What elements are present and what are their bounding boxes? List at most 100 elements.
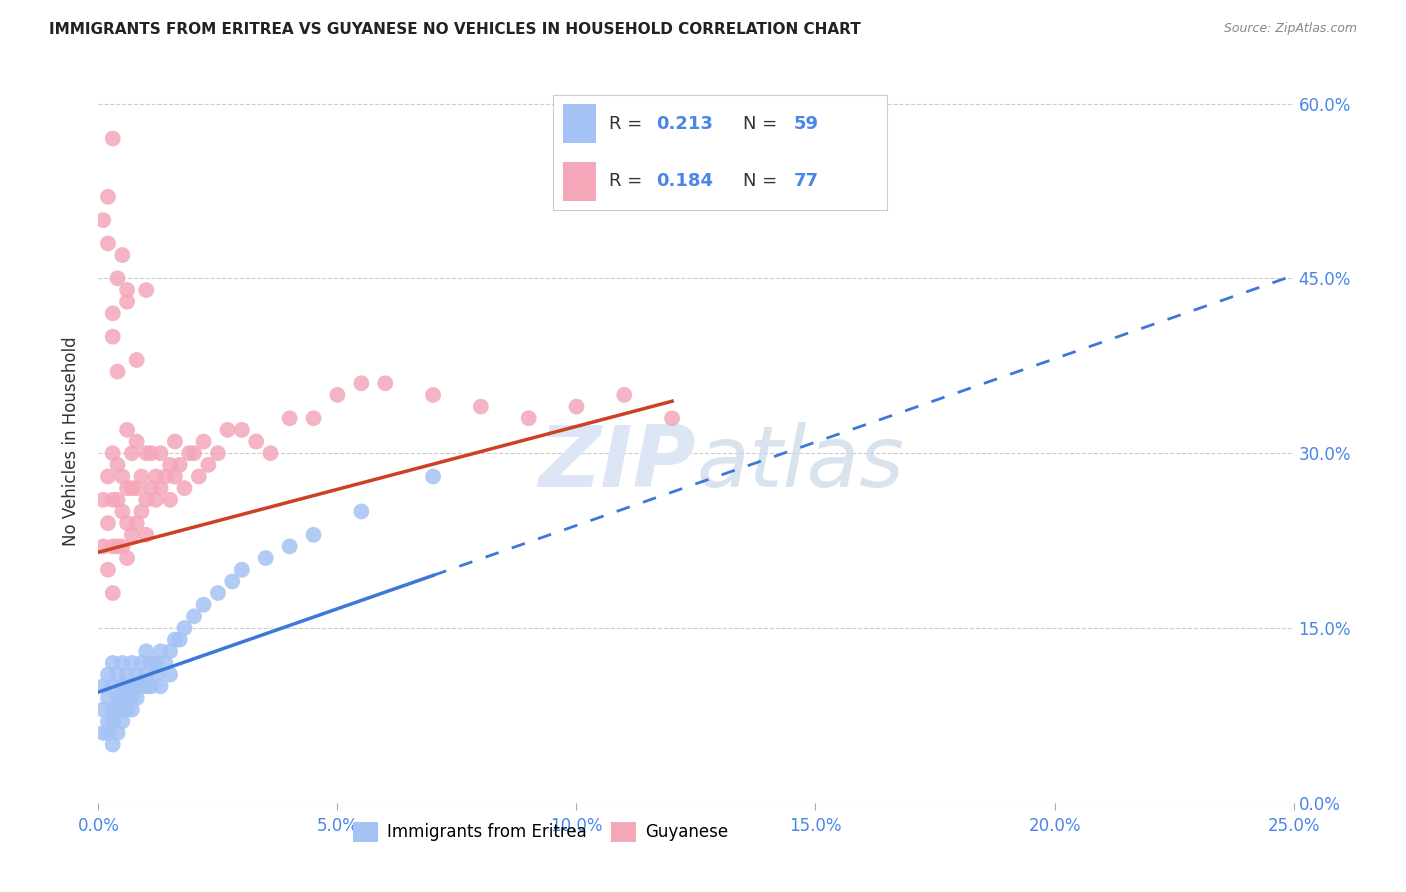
Point [183, 446, 205, 460]
Point [254, 551, 277, 566]
Point [139, 446, 162, 460]
Point [135, 492, 157, 507]
Point [350, 376, 373, 391]
Point [217, 423, 239, 437]
Point [145, 656, 167, 670]
Point [565, 400, 588, 414]
Point [145, 492, 167, 507]
Text: atlas: atlas [696, 422, 904, 505]
Point [101, 714, 124, 729]
Point [97, 726, 120, 740]
Point [111, 679, 134, 693]
Point [115, 294, 138, 309]
Point [302, 528, 325, 542]
Point [121, 702, 143, 716]
Point [173, 481, 195, 495]
Point [115, 423, 138, 437]
Point [97, 667, 120, 681]
Point [139, 481, 162, 495]
Point [115, 481, 138, 495]
Point [131, 679, 153, 693]
Point [145, 469, 167, 483]
Point [125, 690, 148, 705]
Point [121, 528, 143, 542]
Point [193, 434, 215, 449]
Point [302, 411, 325, 425]
Point [155, 469, 177, 483]
Point [115, 667, 138, 681]
Point [125, 516, 148, 530]
Point [97, 714, 120, 729]
Point [159, 667, 181, 681]
Point [97, 190, 120, 204]
Point [115, 702, 138, 716]
Point [125, 481, 148, 495]
Point [91, 492, 114, 507]
Point [115, 283, 138, 297]
Point [115, 679, 138, 693]
Point [145, 667, 167, 681]
Point [111, 504, 134, 518]
Point [101, 492, 124, 507]
Point [97, 690, 120, 705]
Point [169, 458, 191, 472]
Point [221, 574, 243, 589]
Point [107, 667, 129, 681]
Point [131, 504, 153, 518]
Point [350, 504, 373, 518]
Point [131, 656, 153, 670]
Point [163, 469, 186, 483]
Point [101, 702, 124, 716]
Point [111, 702, 134, 716]
Y-axis label: No Vehicles in Household: No Vehicles in Household [62, 336, 80, 547]
Point [470, 400, 492, 414]
Point [121, 656, 143, 670]
Point [613, 388, 636, 402]
Point [231, 423, 253, 437]
Point [187, 469, 209, 483]
Point [101, 446, 124, 460]
Point [197, 458, 219, 472]
Point [163, 632, 186, 647]
Point [107, 458, 129, 472]
Point [101, 329, 124, 343]
Point [107, 365, 129, 379]
Point [422, 388, 444, 402]
Point [245, 434, 267, 449]
Point [101, 679, 124, 693]
Point [111, 690, 134, 705]
Point [91, 679, 114, 693]
Point [125, 667, 148, 681]
Point [135, 283, 157, 297]
Point [107, 690, 129, 705]
Point [101, 586, 124, 600]
Point [97, 469, 120, 483]
Point [107, 492, 129, 507]
Point [374, 376, 396, 391]
Point [231, 563, 253, 577]
Point [149, 679, 172, 693]
Point [115, 551, 138, 566]
Legend: Immigrants from Eritrea, Guyanese: Immigrants from Eritrea, Guyanese [347, 815, 734, 848]
Point [91, 726, 114, 740]
Text: IMMIGRANTS FROM ERITREA VS GUYANESE NO VEHICLES IN HOUSEHOLD CORRELATION CHART: IMMIGRANTS FROM ERITREA VS GUYANESE NO V… [49, 22, 860, 37]
Point [111, 540, 134, 554]
Point [179, 446, 201, 460]
Point [135, 446, 157, 460]
Point [101, 738, 124, 752]
Text: Source: ZipAtlas.com: Source: ZipAtlas.com [1223, 22, 1357, 36]
Point [125, 679, 148, 693]
Point [131, 469, 153, 483]
Point [155, 656, 177, 670]
Text: ZIP: ZIP [538, 422, 696, 505]
Point [207, 446, 229, 460]
Point [97, 516, 120, 530]
Point [101, 540, 124, 554]
Point [111, 656, 134, 670]
Point [135, 667, 157, 681]
Point [121, 690, 143, 705]
Point [97, 563, 120, 577]
Point [111, 714, 134, 729]
Point [121, 446, 143, 460]
Point [139, 679, 162, 693]
